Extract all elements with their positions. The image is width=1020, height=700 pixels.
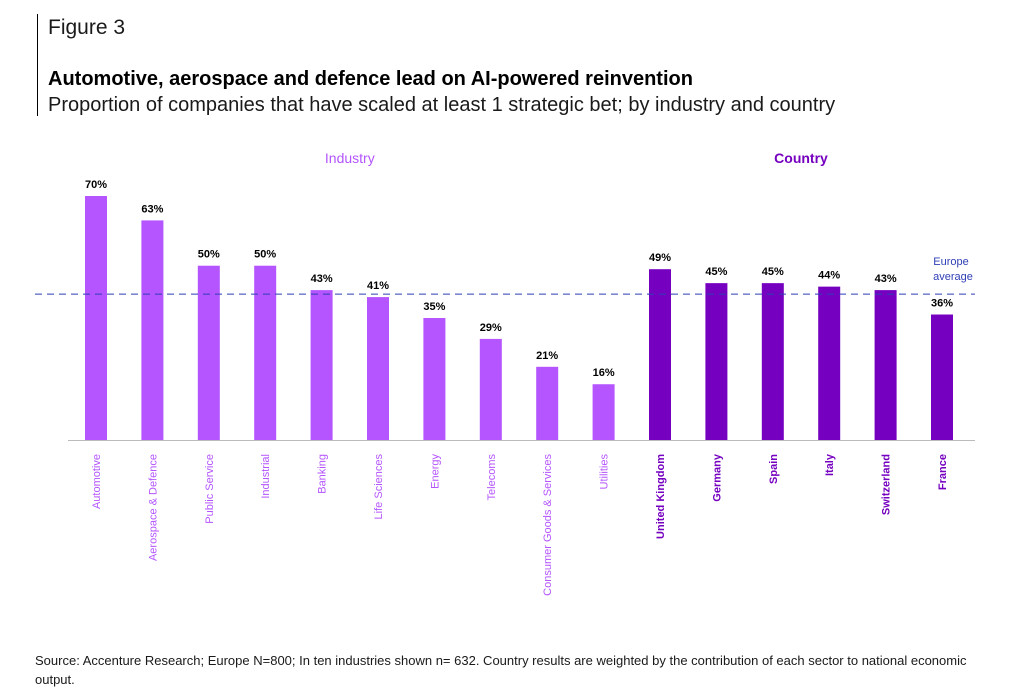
bar — [649, 269, 671, 440]
bar — [874, 290, 897, 440]
chart-title: Automotive, aerospace and defence lead o… — [48, 68, 693, 90]
group-label: Country — [774, 150, 828, 166]
source-note: Source: Accenture Research; Europe N=800… — [35, 653, 967, 687]
data-label: 49% — [649, 252, 671, 264]
category-label: Switzerland — [881, 454, 893, 515]
category-label: Aerospace & Defence — [147, 454, 159, 561]
data-label: 63% — [141, 203, 163, 215]
bar — [592, 384, 615, 440]
category-label: Automotive — [91, 454, 103, 509]
data-label: 50% — [198, 249, 220, 261]
category-label: Spain — [768, 454, 780, 484]
bar — [536, 366, 559, 440]
bar — [818, 286, 841, 440]
category-label: United Kingdom — [655, 454, 667, 539]
data-label: 29% — [480, 322, 502, 334]
bar — [141, 220, 164, 440]
bar — [931, 314, 953, 440]
category-label: Life Sciences — [373, 454, 385, 520]
reference-line-label: Europe — [933, 256, 968, 268]
bar-chart: 70% Automotive 63% Aerospace & Defence 50% Pu… — [35, 150, 975, 596]
bar — [479, 338, 502, 440]
data-label: 43% — [311, 273, 333, 285]
data-label: 70% — [85, 179, 107, 191]
data-label: 45% — [762, 266, 784, 278]
category-label: Italy — [824, 453, 836, 476]
category-label: Energy — [429, 454, 441, 489]
category-label: Industrial — [260, 454, 272, 499]
figure-label: Figure 3 — [48, 16, 126, 39]
chart-subtitle: Proportion of companies that have scaled… — [48, 94, 836, 116]
category-label: Germany — [711, 453, 723, 502]
data-label: 41% — [367, 280, 389, 292]
data-label: 43% — [875, 273, 897, 285]
group-label: Industry — [325, 150, 375, 166]
category-label: France — [937, 454, 949, 490]
data-label: 21% — [536, 350, 558, 362]
reference-line-label: average — [933, 271, 973, 283]
data-label: 50% — [254, 249, 276, 261]
bar — [705, 283, 728, 440]
bar — [254, 265, 277, 440]
title-accent-rule — [37, 14, 38, 116]
category-label: Utilities — [599, 454, 611, 490]
category-label: Consumer Goods & Services — [542, 454, 554, 596]
bar — [423, 318, 446, 440]
bar — [197, 265, 220, 440]
data-label: 16% — [593, 367, 615, 379]
data-label: 44% — [818, 270, 840, 282]
category-label: Banking — [317, 454, 329, 494]
bar — [85, 196, 107, 440]
category-label: Public Service — [204, 454, 216, 524]
bar — [310, 290, 333, 440]
data-label: 35% — [423, 301, 445, 313]
category-label: Telecoms — [486, 454, 498, 501]
bar — [367, 297, 389, 440]
data-label: 36% — [931, 298, 953, 310]
data-label: 45% — [705, 266, 727, 278]
bar — [761, 283, 784, 440]
